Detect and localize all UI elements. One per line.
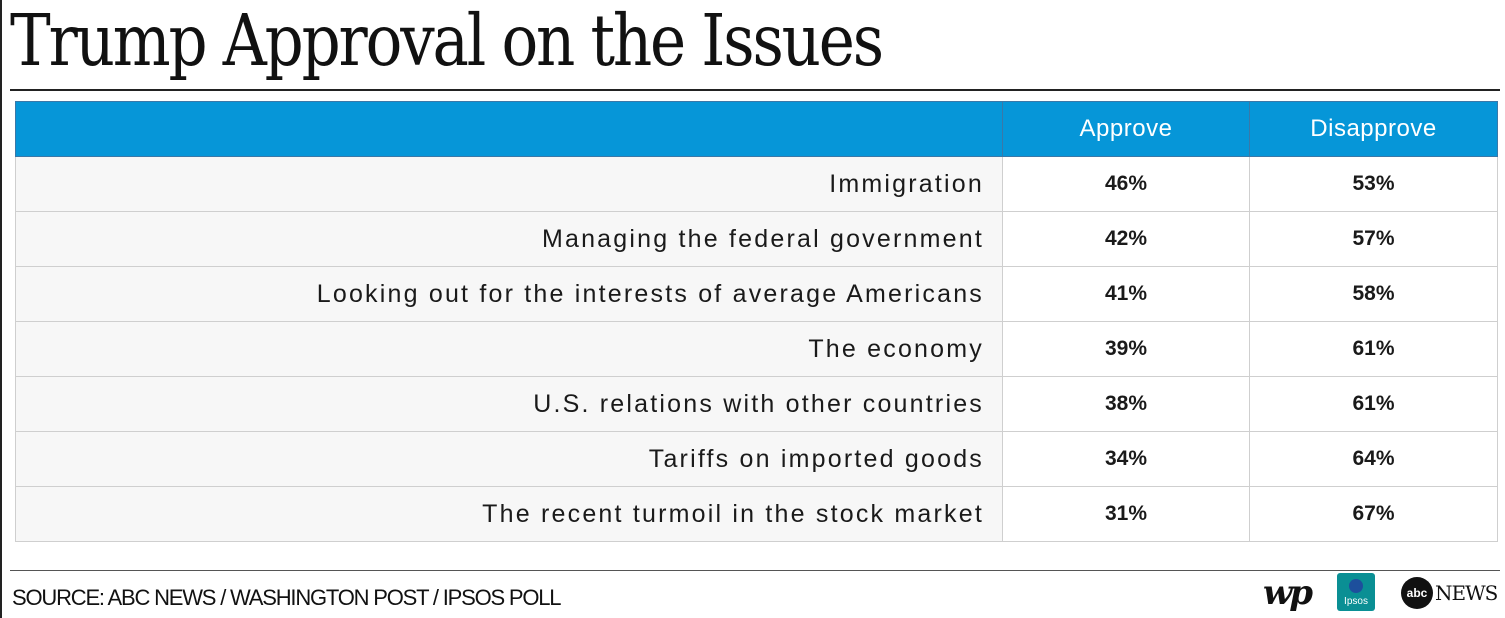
- washington-post-logo: wp: [1263, 573, 1313, 613]
- abc-circle-logo: abc: [1401, 577, 1433, 609]
- approval-table: Approve Disapprove Immigration 46% 53% M…: [15, 101, 1498, 542]
- ipsos-logo: Ipsos: [1337, 573, 1375, 611]
- approve-value: 38%: [1002, 376, 1250, 432]
- table-row: The recent turmoil in the stock market 3…: [15, 486, 1498, 542]
- approve-value: 41%: [1002, 266, 1250, 322]
- disapprove-value: 64%: [1249, 431, 1498, 487]
- column-header-issue: [15, 101, 1003, 157]
- approval-table-container: Approve Disapprove Immigration 46% 53% M…: [15, 101, 1498, 542]
- table-row: Immigration 46% 53%: [15, 156, 1498, 212]
- approve-value: 34%: [1002, 431, 1250, 487]
- disapprove-value: 58%: [1249, 266, 1498, 322]
- ipsos-logo-text: Ipsos: [1344, 596, 1368, 607]
- issue-label: Managing the federal government: [15, 211, 1003, 267]
- issue-label: Immigration: [15, 156, 1003, 212]
- issue-label: The recent turmoil in the stock market: [15, 486, 1003, 542]
- column-header-approve: Approve: [1002, 101, 1250, 157]
- disapprove-value: 57%: [1249, 211, 1498, 267]
- title-divider: [10, 89, 1500, 91]
- table-row: Managing the federal government 42% 57%: [15, 211, 1498, 267]
- approve-value: 31%: [1002, 486, 1250, 542]
- approve-value: 42%: [1002, 211, 1250, 267]
- table-row: Looking out for the interests of average…: [15, 266, 1498, 322]
- issue-label: The economy: [15, 321, 1003, 377]
- approve-value: 39%: [1002, 321, 1250, 377]
- table-row: U.S. relations with other countries 38% …: [15, 376, 1498, 432]
- footer-divider: [10, 570, 1500, 571]
- disapprove-value: 67%: [1249, 486, 1498, 542]
- ipsos-logo-mark-icon: [1349, 579, 1363, 593]
- column-header-disapprove: Disapprove: [1249, 101, 1498, 157]
- approve-value: 46%: [1002, 156, 1250, 212]
- issue-label: U.S. relations with other countries: [15, 376, 1003, 432]
- table-row: The economy 39% 61%: [15, 321, 1498, 377]
- chart-title: Trump Approval on the Issues: [10, 0, 884, 82]
- abc-news-logo: abc NEWS: [1401, 577, 1498, 611]
- disapprove-value: 53%: [1249, 156, 1498, 212]
- disapprove-value: 61%: [1249, 321, 1498, 377]
- abc-news-wordmark: NEWS: [1435, 581, 1498, 605]
- disapprove-value: 61%: [1249, 376, 1498, 432]
- table-header-row: Approve Disapprove: [15, 101, 1498, 157]
- issue-label: Looking out for the interests of average…: [15, 266, 1003, 322]
- table-row: Tariffs on imported goods 34% 64%: [15, 431, 1498, 487]
- issue-label: Tariffs on imported goods: [15, 431, 1003, 487]
- source-note: SOURCE: ABC NEWS / WASHINGTON POST / IPS…: [12, 585, 562, 610]
